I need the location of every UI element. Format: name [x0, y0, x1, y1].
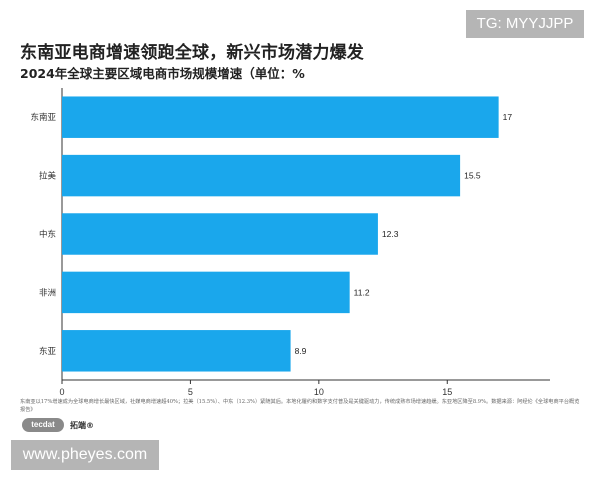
- bar-value-label: 17: [503, 112, 513, 122]
- chart-footnote: 东南亚以17%增速成为全球电商增长最快区域，社媒电商增速超40%；拉美（15.5…: [20, 399, 580, 413]
- category-label: 东亚: [39, 346, 57, 357]
- brand-logo: tecdat: [22, 418, 64, 432]
- category-label: 东南亚: [30, 112, 56, 123]
- brand-name: 拓端®: [70, 420, 94, 430]
- tg-tag-overlay: TG: MYYJJPP: [466, 10, 584, 38]
- chart-title: 东南亚电商增速领跑全球，新兴市场潜力爆发: [20, 43, 364, 63]
- x-tick-label: 10: [314, 387, 324, 397]
- website-watermark: www.pheyes.com: [11, 440, 159, 470]
- bar: [62, 213, 378, 255]
- category-label: 拉美: [39, 171, 57, 182]
- bar: [62, 96, 499, 138]
- x-tick-label: 15: [442, 387, 452, 397]
- x-tick-label: 0: [59, 387, 64, 397]
- bar: [62, 330, 291, 372]
- category-label: 非洲: [39, 287, 56, 298]
- bar: [62, 154, 461, 197]
- category-label: 中东: [39, 229, 56, 240]
- x-tick-label: 5: [188, 387, 193, 397]
- bar-value-label: 15.5: [464, 171, 481, 181]
- bar-value-label: 8.9: [295, 346, 307, 356]
- chart-subtitle: 2024年全球主要区域电商市场规模增速（单位：%: [20, 66, 305, 81]
- bar-value-label: 11.2: [354, 287, 370, 297]
- brand: tecdat 拓端®: [22, 418, 94, 432]
- bar: [62, 271, 350, 314]
- bar-value-label: 12.3: [382, 229, 399, 239]
